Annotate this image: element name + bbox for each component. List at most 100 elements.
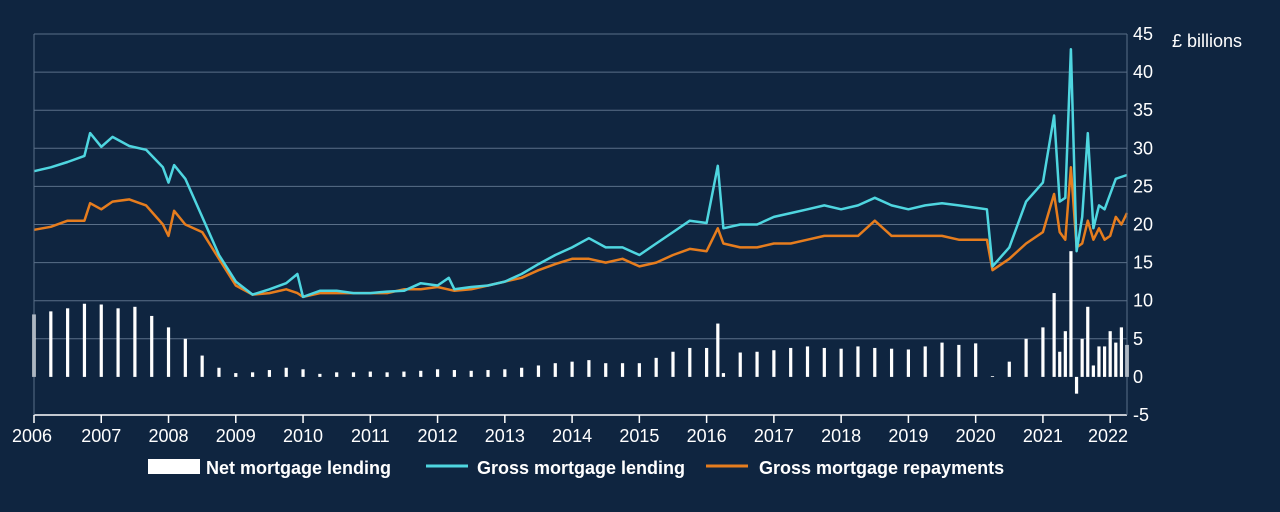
- net-lending-bar: [49, 311, 53, 377]
- net-lending-bar: [385, 372, 389, 377]
- net-lending-bar: [604, 363, 608, 377]
- net-lending-bar: [150, 315, 154, 377]
- x-tick-label: 2014: [552, 426, 592, 446]
- net-lending-bar: [469, 370, 473, 377]
- net-lending-bar: [1069, 251, 1073, 377]
- net-lending-bar: [906, 349, 910, 377]
- net-lending-bar: [536, 365, 541, 377]
- net-lending-bar: [705, 347, 709, 377]
- net-lending-bar: [688, 347, 692, 377]
- net-lending-bar: [234, 373, 238, 377]
- net-lending-bar: [368, 371, 372, 377]
- net-lending-bar: [990, 376, 995, 377]
- net-lending-bar: [82, 303, 87, 377]
- net-lending-bar: [671, 351, 675, 377]
- x-tick-label: 2020: [956, 426, 996, 446]
- y-tick-label: 40: [1133, 62, 1153, 82]
- y-tick-label: 35: [1133, 100, 1153, 120]
- legend-swatch-net: [148, 459, 200, 474]
- net-lending-bar: [1058, 351, 1062, 377]
- gross-line: [33, 47, 1128, 299]
- net-lending-bar: [1102, 346, 1107, 377]
- net-lending-bar: [738, 352, 742, 377]
- y-tick-label: 25: [1133, 176, 1153, 196]
- repayments-line: [33, 166, 1129, 299]
- net-lending-bar: [217, 367, 221, 377]
- net-lending-bar: [755, 351, 759, 377]
- x-tick-label: 2008: [148, 426, 188, 446]
- x-tick-label: 2021: [1023, 426, 1063, 446]
- net-lending-bar: [335, 372, 339, 377]
- x-tick-label: 2009: [216, 426, 256, 446]
- x-tick-label: 2007: [81, 426, 121, 446]
- net-lending-bar: [957, 344, 961, 377]
- net-lending-bars: [32, 251, 1129, 394]
- net-lending-bar: [1024, 338, 1028, 377]
- net-lending-bar: [637, 363, 641, 377]
- net-lending-bar: [183, 338, 187, 377]
- x-tick-label: 2011: [351, 426, 390, 446]
- net-lending-bar: [940, 342, 944, 377]
- x-tick-label: 2022: [1088, 426, 1128, 446]
- net-lending-bar: [402, 371, 406, 377]
- x-tick-label: 2016: [687, 426, 727, 446]
- net-lending-bar: [301, 369, 305, 377]
- legend-label-gross: Gross mortgage lending: [477, 458, 685, 478]
- y-tick-label: 0: [1133, 367, 1143, 387]
- x-tick-label: 2006: [12, 426, 52, 446]
- legend-label-net: Net mortgage lending: [206, 458, 391, 478]
- x-axis: 2006 2007 2008 2009 2010 2011 2012 2013 2014 2015…: [12, 34, 1128, 446]
- net-lending-bar: [99, 304, 103, 377]
- net-lending-bar: [1108, 331, 1112, 377]
- net-lending-bar: [772, 350, 776, 377]
- y-tick-label: 5: [1133, 329, 1143, 349]
- net-lending-bar: [1007, 361, 1011, 377]
- x-tick-label: 2012: [418, 426, 458, 446]
- net-lending-bar: [553, 363, 557, 377]
- net-lending-bar: [1114, 342, 1118, 377]
- x-tick-label: 2017: [754, 426, 794, 446]
- y-tick-label: 45: [1133, 24, 1153, 44]
- net-lending-bar: [620, 363, 625, 377]
- net-lending-bar: [452, 370, 456, 377]
- legend: Net mortgage lending Gross mortgage lend…: [148, 458, 1004, 478]
- net-lending-bar: [1119, 327, 1123, 377]
- net-lending-bar: [486, 370, 490, 377]
- y-tick-label: 15: [1133, 253, 1153, 273]
- net-lending-bar: [520, 367, 524, 377]
- net-lending-bar: [166, 327, 171, 377]
- net-lending-bar: [654, 357, 658, 377]
- net-lending-bar: [1097, 346, 1101, 377]
- y-tick-label: 20: [1133, 215, 1153, 235]
- net-lending-bar: [1063, 331, 1067, 377]
- y-tick-label: 10: [1133, 291, 1153, 311]
- net-lending-bar: [351, 372, 356, 377]
- net-lending-bar: [1091, 365, 1095, 377]
- y-axis-ticks: -5 0 5 10 15 20 25 30 35 40 45: [1133, 24, 1153, 425]
- x-tick-label: 2015: [619, 426, 659, 446]
- net-lending-bar: [839, 348, 843, 377]
- net-lending-bar: [856, 346, 860, 377]
- net-lending-bar: [716, 323, 720, 377]
- x-tick-label: 2019: [888, 426, 928, 446]
- net-lending-bar: [822, 347, 826, 377]
- net-lending-bar: [133, 306, 137, 377]
- net-lending-bar: [873, 347, 877, 377]
- y-tick-label: 30: [1133, 138, 1153, 158]
- net-lending-bar: [805, 346, 810, 377]
- net-lending-bar: [503, 369, 507, 377]
- net-lending-bar: [1052, 293, 1056, 377]
- y-tick-label: -5: [1133, 405, 1149, 425]
- net-lending-bar: [251, 372, 255, 377]
- net-lending-bar: [1080, 338, 1084, 377]
- net-lending-bar: [923, 346, 927, 377]
- net-lending-bar: [721, 373, 726, 377]
- net-lending-bar: [284, 367, 288, 377]
- net-lending-bar: [116, 308, 120, 377]
- net-lending-bar: [789, 347, 793, 377]
- net-lending-bar: [419, 370, 423, 377]
- net-lending-bar: [570, 361, 574, 377]
- net-lending-bar: [974, 343, 978, 377]
- net-lending-bar: [66, 308, 70, 377]
